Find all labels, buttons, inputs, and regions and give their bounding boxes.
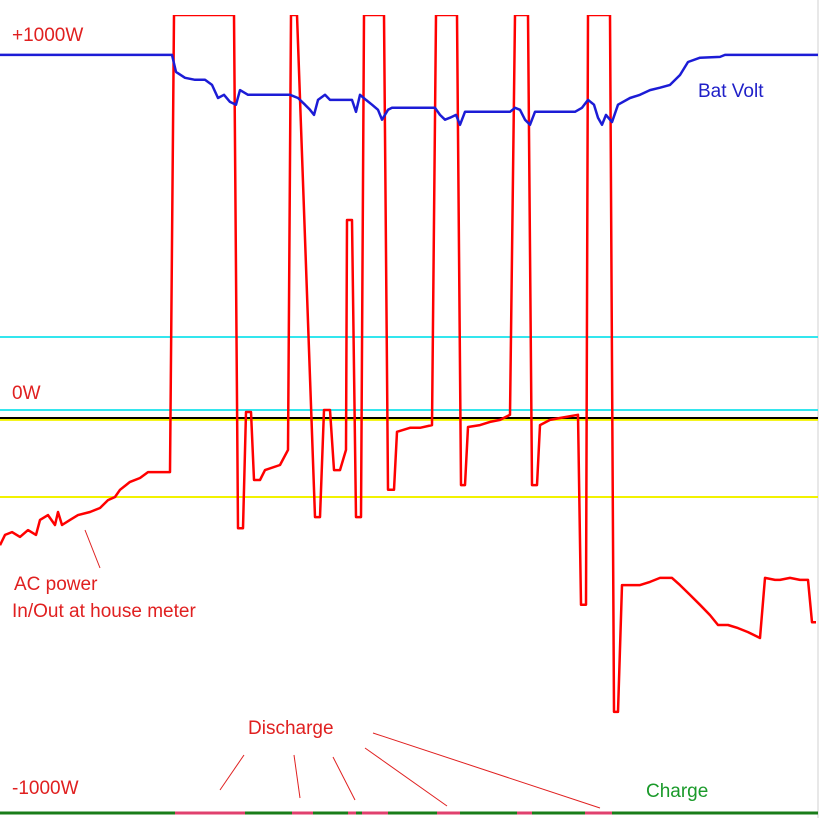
callout-line	[84, 529, 101, 569]
annotation: Discharge	[248, 718, 334, 739]
plot-area	[0, 0, 818, 818]
discharge-segment	[175, 811, 245, 815]
discharge-segment	[292, 811, 313, 815]
annotation: Bat Volt	[698, 81, 764, 102]
discharge-segment	[348, 811, 356, 815]
y-tick-label: +1000W	[12, 25, 83, 46]
callout-lines	[219, 732, 601, 809]
series-line	[0, 53, 818, 127]
discharge-segment	[362, 811, 388, 815]
annotation: AC power	[14, 574, 98, 595]
series-line	[0, 15, 816, 714]
y-tick-label: -1000W	[12, 778, 79, 799]
discharge-segment	[437, 811, 460, 815]
annotation: Charge	[646, 781, 708, 802]
y-tick-label: 0W	[12, 383, 41, 404]
discharge-segment	[585, 811, 612, 815]
discharge-segment	[517, 811, 532, 815]
plot	[0, 15, 818, 815]
annotation: In/Out at house meter	[12, 601, 196, 622]
